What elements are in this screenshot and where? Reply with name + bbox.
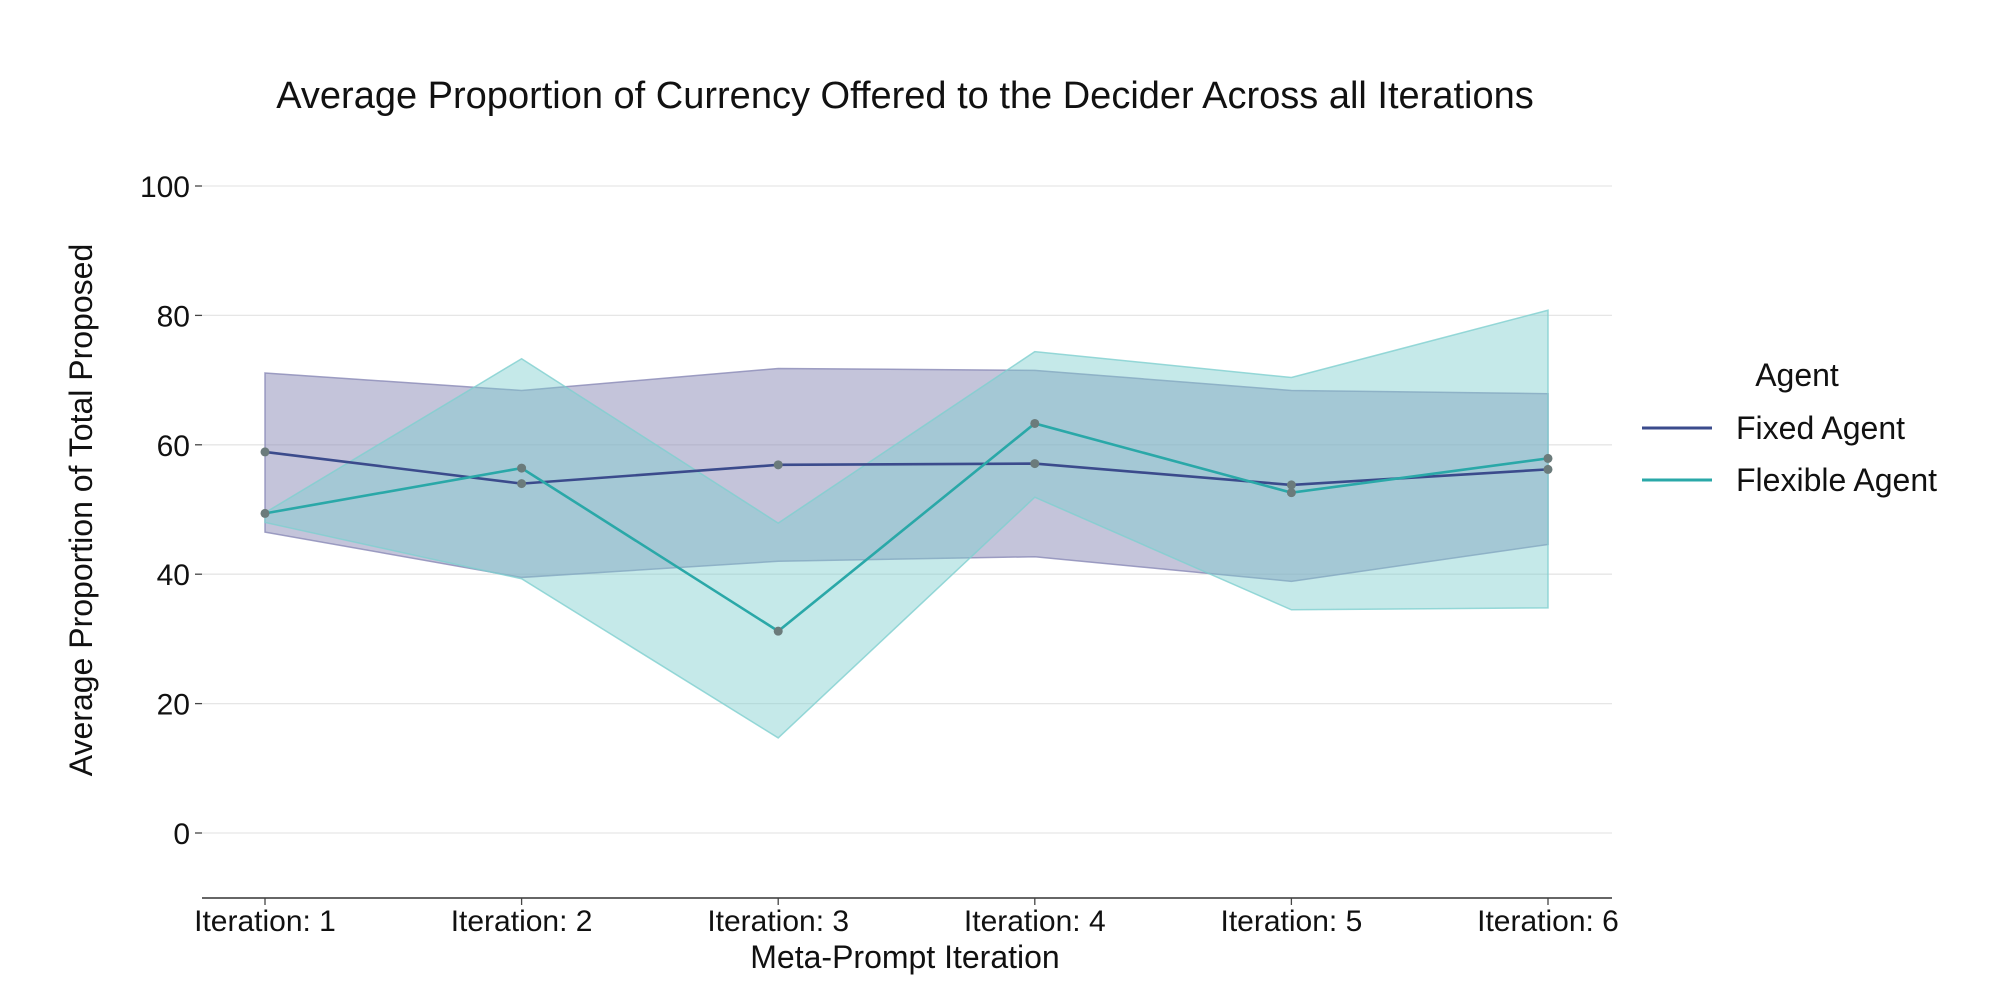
series-line-flexible-agent — [264, 422, 1549, 633]
y-tick-label: 20 — [157, 689, 190, 722]
data-point — [517, 479, 527, 489]
y-tick-label: 40 — [157, 559, 190, 592]
y-tick-label: 0 — [173, 818, 190, 851]
legend-label: Flexible Agent — [1736, 462, 1937, 498]
data-point — [1030, 418, 1040, 428]
data-point — [1030, 459, 1040, 469]
x-axis-label: Meta-Prompt Iteration — [750, 939, 1059, 975]
legend: Agent Fixed Agent Flexible Agent — [1642, 357, 1937, 498]
data-point — [260, 447, 270, 457]
data-point — [1286, 488, 1296, 498]
data-point — [1543, 464, 1553, 474]
legend-label: Fixed Agent — [1736, 410, 1905, 446]
axis-layer: 0 20 40 60 80 100 Iteration: 1 Iteration: 2 Iter… — [140, 171, 1619, 938]
data-point — [1286, 480, 1296, 490]
x-tick-label: Iteration: 4 — [964, 905, 1106, 938]
chart-title: Average Proportion of Currency Offered t… — [276, 75, 1533, 117]
data-point — [773, 626, 783, 636]
y-axis-label: Average Proportion of Total Proposed — [63, 244, 99, 777]
x-tick-label: Iteration: 6 — [1477, 905, 1619, 938]
data-point — [517, 463, 527, 473]
marker-layer — [260, 418, 1553, 636]
x-tick-label: Iteration: 1 — [194, 905, 336, 938]
y-tick-label: 60 — [157, 430, 190, 463]
data-point — [260, 508, 270, 518]
x-tick-label: Iteration: 3 — [707, 905, 849, 938]
band-layer — [264, 309, 1549, 739]
series-line-fixed-agent — [264, 450, 1549, 487]
x-tick-label: Iteration: 5 — [1221, 905, 1363, 938]
x-tick-label: Iteration: 2 — [451, 905, 593, 938]
y-tick-label: 80 — [157, 300, 190, 333]
data-point — [773, 460, 783, 470]
legend-title: Agent — [1755, 357, 1839, 393]
confidence-band-flexible-agent — [264, 309, 1549, 739]
line-layer — [264, 422, 1549, 633]
data-point — [1543, 453, 1553, 463]
y-tick-label: 100 — [140, 171, 190, 204]
